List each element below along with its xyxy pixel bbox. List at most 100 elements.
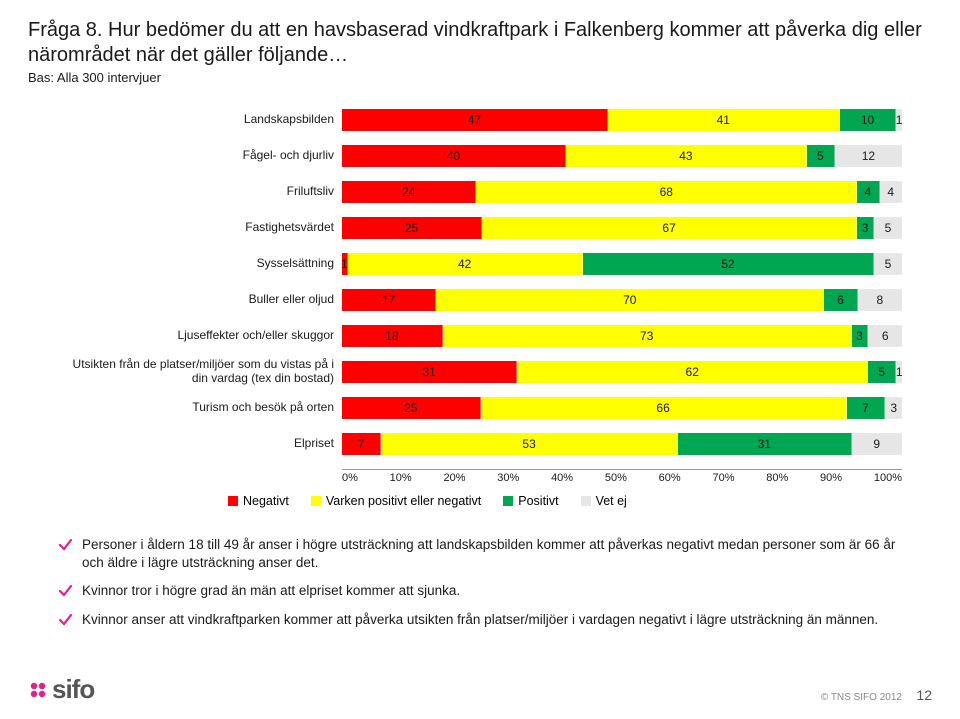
legend-label: Varken positivt eller negativt [326, 494, 481, 508]
bar-segment: 5 [807, 145, 835, 167]
bar-track: 4043512 [342, 145, 902, 167]
legend-label: Negativt [243, 494, 289, 508]
legend-swatch [581, 496, 591, 506]
bar-segment: 4 [857, 181, 879, 203]
sifo-logo-icon [28, 680, 48, 700]
bar-segment: 7 [847, 397, 886, 419]
category-label: Buller eller oljud [58, 293, 342, 307]
bar-segment: 6 [868, 325, 902, 347]
bar-segment: 52 [583, 253, 874, 275]
category-label: Utsikten från de platser/miljöer som du … [58, 358, 342, 386]
category-label: Elpriset [58, 437, 342, 451]
chart-row: Friluftsliv246844 [58, 175, 902, 209]
bullet-tick-icon [58, 538, 72, 552]
bar-segment: 1 [896, 361, 902, 383]
axis-tick: 100% [874, 472, 902, 484]
legend-item: Vet ej [581, 494, 627, 508]
category-label: Friluftsliv [58, 185, 342, 199]
bar-segment: 31 [342, 361, 517, 383]
insight-bullet: Kvinnor tror i högre grad än män att elp… [58, 582, 902, 600]
chart-row: Elpriset753319 [58, 427, 902, 461]
bar-segment: 66 [481, 397, 847, 419]
bar-segment: 5 [874, 217, 902, 239]
bar-segment: 24 [342, 181, 476, 203]
bar-segment: 40 [342, 145, 566, 167]
axis-tick: 90% [820, 472, 842, 484]
bar-track: 177068 [342, 289, 902, 311]
bar-segment: 3 [857, 217, 874, 239]
axis-tick: 30% [497, 472, 519, 484]
stacked-bar-chart: Landskapsbilden4741101Fågel- och djurliv… [28, 103, 932, 461]
chart-row: Buller eller oljud177068 [58, 283, 902, 317]
legend-item: Varken positivt eller negativt [311, 494, 481, 508]
bar-segment: 9 [852, 433, 902, 455]
sifo-logo-text: sifo [52, 674, 94, 705]
chart-row: Utsikten från de platser/miljöer som du … [58, 355, 902, 389]
chart-row: Fastighetsvärdet256735 [58, 211, 902, 245]
page-subtitle: Bas: Alla 300 intervjuer [28, 70, 932, 85]
insight-bullet: Personer i åldern 18 till 49 år anser i … [58, 536, 902, 572]
axis-tick: 40% [551, 472, 573, 484]
insight-bullet: Kvinnor anser att vindkraftparken kommer… [58, 611, 902, 629]
copyright: © TNS SIFO 2012 [821, 692, 902, 703]
x-axis: 0%10%20%30%40%50%60%70%80%90%100% [28, 469, 932, 484]
bar-segment: 1 [896, 109, 902, 131]
bar-segment: 53 [381, 433, 678, 455]
bar-segment: 42 [348, 253, 583, 275]
bar-segment: 41 [608, 109, 840, 131]
axis-tick: 0% [342, 472, 358, 484]
bar-segment: 62 [517, 361, 868, 383]
page-title: Fråga 8. Hur bedömer du att en havsbaser… [28, 18, 932, 68]
chart-legend: Negativt Varken positivt eller negativt Po… [28, 494, 932, 508]
chart-row: Fågel- och djurliv4043512 [58, 139, 902, 173]
axis-tick: 70% [712, 472, 734, 484]
bar-track: 256673 [342, 397, 902, 419]
chart-row: Landskapsbilden4741101 [58, 103, 902, 137]
bar-segment: 67 [482, 217, 857, 239]
bullet-text: Kvinnor anser att vindkraftparken kommer… [82, 611, 878, 629]
category-label: Landskapsbilden [58, 113, 342, 127]
bar-segment: 10 [840, 109, 897, 131]
bar-segment: 25 [342, 397, 481, 419]
bar-segment: 5 [868, 361, 896, 383]
bar-segment: 17 [342, 289, 436, 311]
bar-track: 142525 [342, 253, 902, 275]
bar-track: 246844 [342, 181, 902, 203]
axis-tick: 60% [659, 472, 681, 484]
bar-segment: 18 [342, 325, 443, 347]
bar-track: 256735 [342, 217, 902, 239]
axis-tick: 10% [390, 472, 412, 484]
bar-track: 4741101 [342, 109, 902, 131]
bar-segment: 3 [852, 325, 869, 347]
category-label: Fastighetsvärdet [58, 221, 342, 235]
bar-segment: 3 [885, 397, 902, 419]
bar-segment: 5 [874, 253, 902, 275]
bar-segment: 43 [566, 145, 807, 167]
category-label: Turism och besök på orten [58, 401, 342, 415]
axis-tick: 50% [605, 472, 627, 484]
legend-item: Positivt [503, 494, 558, 508]
legend-swatch [311, 496, 321, 506]
bar-segment: 25 [342, 217, 482, 239]
axis-tick: 20% [443, 472, 465, 484]
bullet-text: Personer i åldern 18 till 49 år anser i … [82, 536, 902, 572]
bullet-tick-icon [58, 584, 72, 598]
chart-row: Sysselsättning142525 [58, 247, 902, 281]
bar-segment: 4 [880, 181, 902, 203]
bar-segment: 31 [678, 433, 852, 455]
bar-track: 316251 [342, 361, 902, 383]
chart-row: Ljuseffekter och/eller skuggor187336 [58, 319, 902, 353]
bar-segment: 7 [342, 433, 381, 455]
category-label: Ljuseffekter och/eller skuggor [58, 329, 342, 343]
bar-segment: 70 [436, 289, 824, 311]
insights-list: Personer i åldern 18 till 49 år anser i … [28, 536, 932, 629]
bar-segment: 73 [443, 325, 852, 347]
legend-label: Vet ej [596, 494, 627, 508]
bar-segment: 8 [858, 289, 902, 311]
bullet-text: Kvinnor tror i högre grad än män att elp… [82, 582, 460, 600]
bar-segment: 47 [342, 109, 608, 131]
bullet-tick-icon [58, 613, 72, 627]
category-label: Fågel- och djurliv [58, 149, 342, 163]
bar-track: 753319 [342, 433, 902, 455]
chart-row: Turism och besök på orten256673 [58, 391, 902, 425]
